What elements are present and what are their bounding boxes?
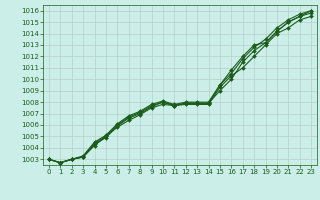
Text: Graphe pression niveau de la mer (hPa): Graphe pression niveau de la mer (hPa) [41, 183, 279, 193]
